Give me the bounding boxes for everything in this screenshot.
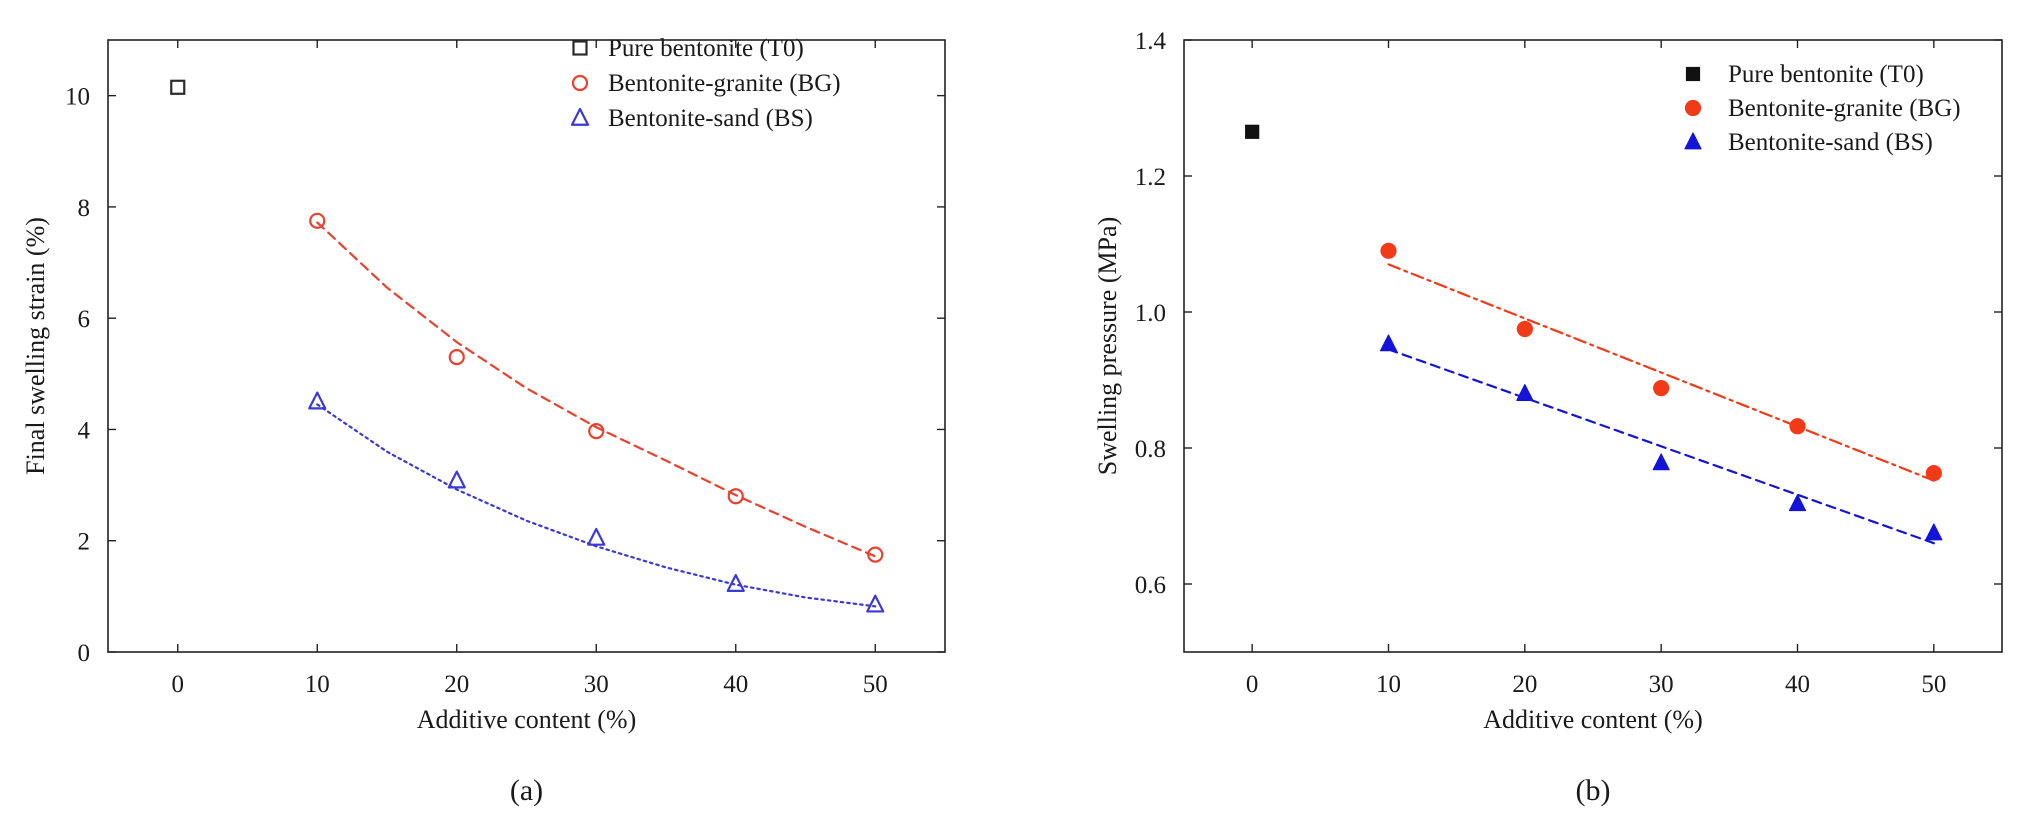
x-tick-label: 20 <box>1512 671 1537 698</box>
x-tick-label: 30 <box>584 671 609 698</box>
data-point-series-2 <box>1379 334 1398 352</box>
fit-line-2 <box>1387 348 1935 545</box>
plot-frame <box>107 39 946 653</box>
y-tick-label: 6 <box>78 306 91 333</box>
x-tick-label: 0 <box>172 671 185 698</box>
data-point-series-2 <box>866 594 885 613</box>
data-point-series-1 <box>1653 380 1670 397</box>
legend-label-1: Bentonite-granite (BG) <box>608 70 841 97</box>
fit-line-2 <box>316 403 877 608</box>
data-point-series-1 <box>727 488 744 505</box>
legend-marker-1 <box>571 74 589 92</box>
data-point-series-1 <box>1789 418 1806 435</box>
y-tick-label: 0.8 <box>1135 436 1166 463</box>
y-tick-label: 2 <box>78 529 91 556</box>
data-point-series-1 <box>1516 320 1533 338</box>
legend-label-0: Pure bentonite (T0) <box>1728 61 1924 88</box>
y-tick-label: 1.4 <box>1135 28 1167 55</box>
x-tick-label: 50 <box>863 671 888 698</box>
panel-a-chart: 0 10 20 30 40 50 0 2 4 6 8 10 Additive content (%) Fi… <box>21 35 946 807</box>
x-tick-label: 40 <box>723 671 748 698</box>
legend-label-0: Pure bentonite (T0) <box>608 35 804 62</box>
legend-marker-1 <box>1684 99 1702 117</box>
x-tick-label: 10 <box>305 671 330 698</box>
x-tick-label: 50 <box>1921 671 1946 698</box>
legend-label-2: Bentonite-sand (BS) <box>1728 129 1933 156</box>
data-point-series-1 <box>1380 242 1397 259</box>
data-point-series-1 <box>309 212 326 229</box>
data-point-series-0 <box>170 79 186 95</box>
y-tick-label: 10 <box>65 84 90 111</box>
data-point-series-2 <box>587 527 606 546</box>
fit-line-1 <box>316 221 877 558</box>
x-tick-label: 0 <box>1246 671 1259 698</box>
y-axis-title: Final swelling strain (%) <box>21 217 50 475</box>
y-tick-label: 0 <box>78 640 91 667</box>
data-point-series-1 <box>1925 465 1942 482</box>
y-tick-label: 0.6 <box>1135 572 1166 599</box>
data-point-series-2 <box>1788 494 1807 512</box>
legend-marker-0 <box>1685 66 1701 82</box>
x-tick-label: 20 <box>444 671 469 698</box>
x-tick-label: 40 <box>1785 671 1810 698</box>
legend-marker-2 <box>570 107 590 126</box>
y-tick-label: 1.0 <box>1135 300 1166 327</box>
x-axis-title: Additive content (%) <box>417 705 637 734</box>
legend-label-2: Bentonite-sand (BS) <box>608 105 813 132</box>
data-point-series-1 <box>588 423 605 440</box>
y-tick-label: 4 <box>78 417 91 444</box>
y-axis-title: Swelling pressure (MPa) <box>1093 217 1122 476</box>
x-tick-label: 30 <box>1649 671 1674 698</box>
data-point-series-2 <box>1516 384 1534 401</box>
y-tick-label: 8 <box>78 195 91 222</box>
legend-marker-2 <box>1684 132 1702 150</box>
fit-line-1 <box>1387 263 1935 482</box>
data-point-series-2 <box>447 470 466 489</box>
data-point-series-2 <box>1925 523 1943 541</box>
data-point-series-2 <box>1652 453 1670 471</box>
panel-label: (a) <box>510 774 543 807</box>
panel-b-chart: 0 10 20 30 40 50 0.6 0.8 1.0 1.2 1.4 Additive conte… <box>1093 28 2003 807</box>
legend-marker-0 <box>572 40 588 56</box>
panel-label: (b) <box>1576 774 1611 807</box>
data-point-series-1 <box>448 349 465 366</box>
x-tick-label: 10 <box>1376 671 1401 698</box>
x-axis-title: Additive content (%) <box>1483 705 1703 734</box>
y-tick-label: 1.2 <box>1135 164 1166 191</box>
legend-label-1: Bentonite-granite (BG) <box>1728 95 1961 122</box>
data-point-series-1 <box>867 546 884 563</box>
data-point-series-0 <box>1245 124 1260 139</box>
data-point-series-2 <box>726 574 745 592</box>
data-point-series-2 <box>308 391 327 410</box>
plot-frame <box>1183 39 2003 653</box>
